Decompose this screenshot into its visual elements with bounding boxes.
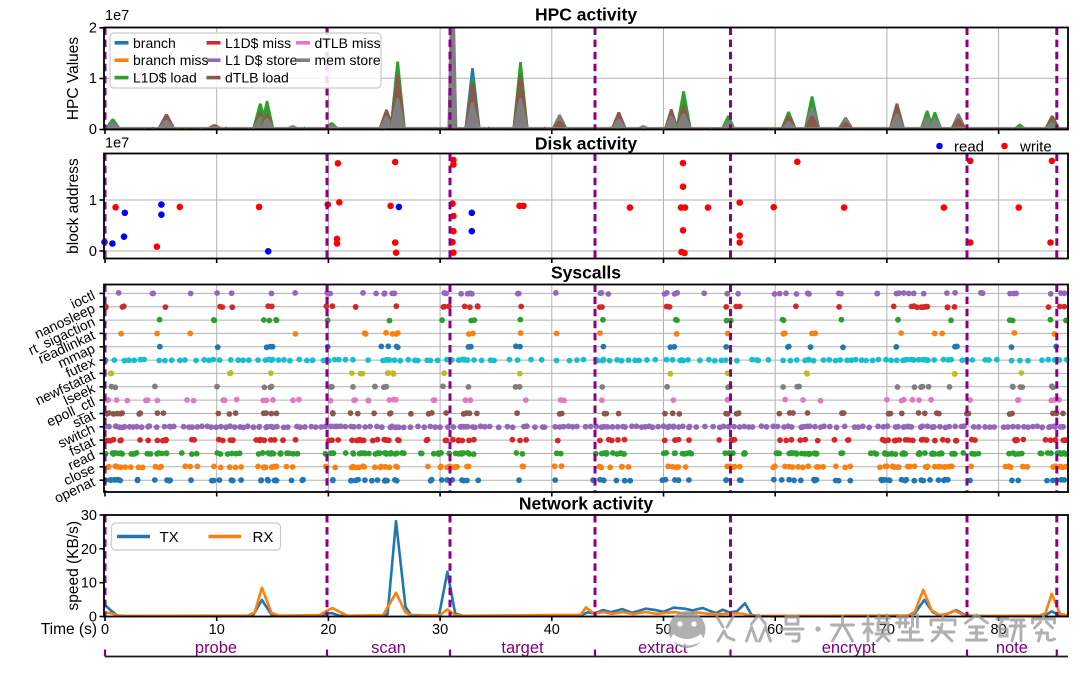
svg-text:branch miss: branch miss: [133, 52, 208, 68]
svg-text:10: 10: [81, 576, 97, 592]
svg-text:60: 60: [767, 622, 783, 638]
svg-text:Syscalls: Syscalls: [551, 263, 621, 283]
svg-text:target: target: [501, 639, 544, 657]
svg-text:read: read: [954, 139, 984, 156]
svg-text:2: 2: [89, 21, 97, 37]
svg-text:1: 1: [89, 193, 97, 209]
svg-text:scan: scan: [371, 639, 406, 657]
svg-text:20: 20: [320, 622, 336, 638]
svg-text:L1D$ miss: L1D$ miss: [225, 35, 291, 51]
svg-text:1e7: 1e7: [105, 8, 129, 24]
svg-text:Disk activity: Disk activity: [535, 134, 637, 154]
svg-text:branch: branch: [133, 35, 176, 51]
svg-text:dTLB load: dTLB load: [225, 70, 289, 86]
svg-text:20: 20: [81, 542, 97, 558]
svg-text:speed (KB/s): speed (KB/s): [65, 521, 82, 611]
svg-text:note: note: [996, 639, 1028, 657]
svg-text:0: 0: [89, 122, 97, 138]
svg-text:encrypt: encrypt: [822, 639, 877, 657]
svg-text:block address: block address: [65, 158, 82, 254]
svg-text:TX: TX: [160, 529, 179, 546]
svg-text:0: 0: [101, 622, 109, 638]
svg-text:40: 40: [544, 622, 560, 638]
svg-text:Network activity: Network activity: [519, 494, 653, 514]
svg-text:1: 1: [89, 71, 97, 87]
svg-text:HPC activity: HPC activity: [535, 5, 637, 25]
svg-text:1e7: 1e7: [105, 136, 129, 152]
svg-text:HPC Values: HPC Values: [65, 37, 82, 121]
svg-text:10: 10: [209, 622, 225, 638]
svg-text:0: 0: [89, 244, 97, 260]
svg-text:30: 30: [81, 508, 97, 524]
svg-text:L1 D$ store: L1 D$ store: [225, 52, 298, 68]
svg-text:RX: RX: [253, 529, 274, 546]
svg-text:Time (s): Time (s): [41, 621, 97, 638]
svg-text:mem store: mem store: [315, 52, 381, 68]
svg-text:30: 30: [432, 622, 448, 638]
svg-text:probe: probe: [195, 639, 237, 657]
svg-text:dTLB miss: dTLB miss: [315, 35, 381, 51]
svg-text:write: write: [1019, 139, 1052, 156]
svg-text:50: 50: [655, 622, 671, 638]
svg-text:0: 0: [89, 610, 97, 626]
svg-text:L1D$ load: L1D$ load: [133, 70, 197, 86]
